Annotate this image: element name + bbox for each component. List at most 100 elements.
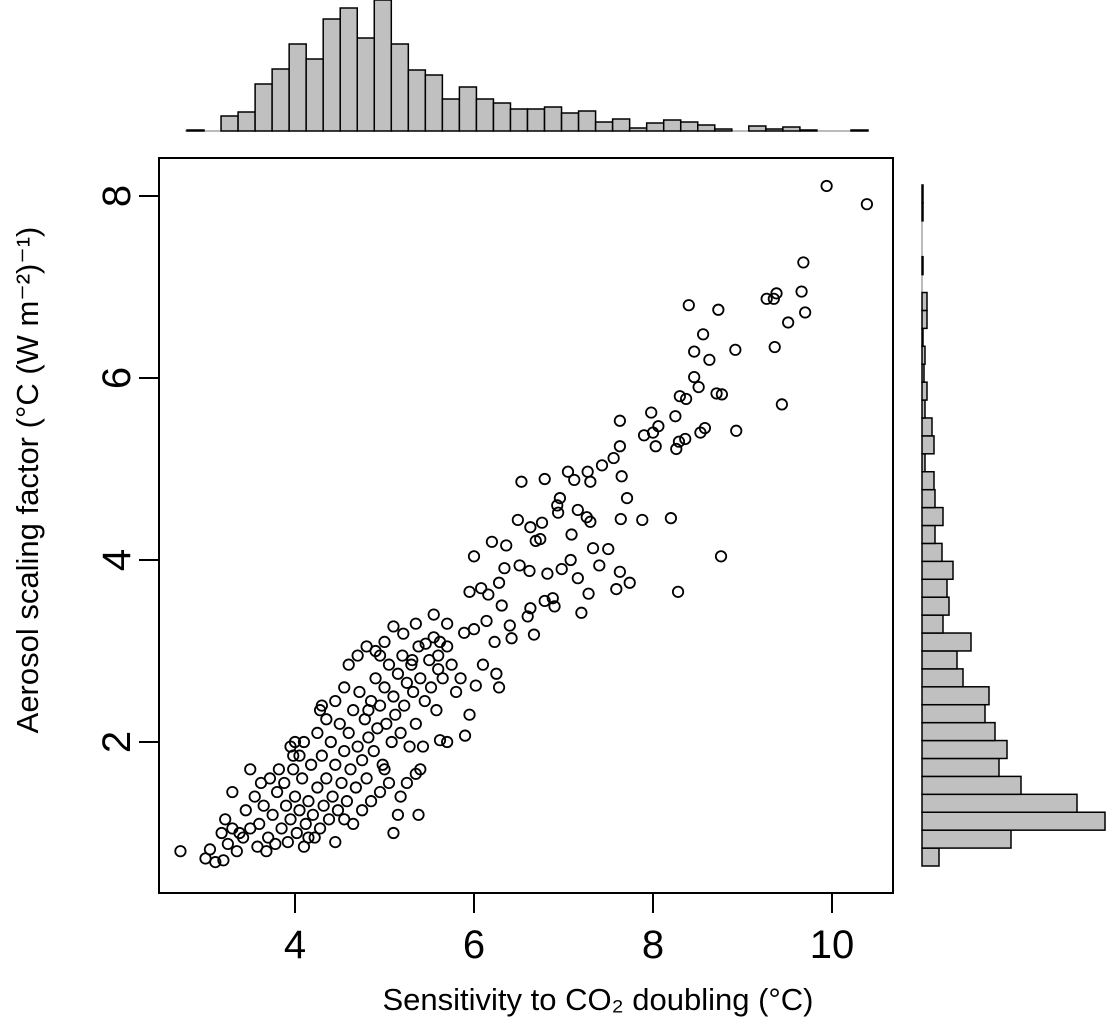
x-hist-bar bbox=[288, 43, 307, 132]
y-hist-bar bbox=[921, 560, 954, 581]
data-point bbox=[445, 658, 458, 671]
y-hist-bar bbox=[921, 614, 944, 634]
data-point bbox=[203, 843, 217, 856]
data-point bbox=[385, 735, 398, 749]
data-point bbox=[595, 459, 609, 472]
data-point bbox=[290, 826, 303, 840]
data-point bbox=[378, 635, 391, 649]
y-hist-bar bbox=[921, 255, 924, 276]
y-hist-bar bbox=[921, 578, 948, 598]
data-point bbox=[342, 658, 355, 671]
x-hist-bar bbox=[611, 118, 631, 132]
data-point bbox=[637, 429, 651, 442]
data-point bbox=[260, 845, 273, 858]
data-point bbox=[688, 370, 701, 384]
x-hist-bar bbox=[748, 125, 767, 132]
data-point bbox=[299, 817, 312, 831]
data-point bbox=[226, 785, 239, 799]
y-hist-bar bbox=[921, 703, 986, 724]
data-point bbox=[272, 763, 285, 776]
y-hist-bar bbox=[921, 435, 935, 455]
data-point bbox=[244, 763, 257, 776]
data-point bbox=[575, 606, 588, 619]
x-hist-bar bbox=[322, 18, 341, 132]
data-point bbox=[387, 620, 400, 633]
x-hist-bar bbox=[458, 86, 478, 132]
data-point bbox=[302, 795, 315, 808]
data-point bbox=[281, 835, 294, 849]
x-hist-bar bbox=[237, 111, 256, 132]
data-point bbox=[409, 767, 422, 780]
x-tick-label: 10 bbox=[810, 923, 855, 967]
data-point bbox=[400, 776, 413, 790]
data-point bbox=[239, 804, 252, 817]
data-point bbox=[409, 617, 422, 630]
data-point bbox=[347, 704, 360, 717]
data-point bbox=[209, 856, 222, 869]
x-tick-label: 4 bbox=[284, 923, 306, 967]
data-point bbox=[649, 440, 662, 453]
y-hist-bar bbox=[921, 793, 1078, 813]
x-hist-bar bbox=[390, 43, 410, 132]
data-point bbox=[324, 735, 337, 749]
data-point bbox=[715, 388, 729, 401]
data-point bbox=[279, 799, 293, 812]
data-point bbox=[406, 653, 419, 667]
y-hist-bar bbox=[921, 381, 928, 401]
data-point bbox=[382, 776, 396, 790]
data-point bbox=[463, 585, 476, 598]
data-point bbox=[488, 635, 501, 649]
data-point bbox=[405, 658, 418, 671]
data-point bbox=[288, 790, 302, 803]
data-point bbox=[760, 292, 773, 305]
x-hist-bar bbox=[186, 129, 205, 132]
data-point bbox=[338, 744, 351, 758]
data-point bbox=[387, 690, 400, 703]
data-point bbox=[236, 831, 250, 844]
data-point bbox=[548, 600, 561, 613]
data-point bbox=[320, 772, 333, 785]
data-point bbox=[795, 285, 808, 298]
y-hist-bar bbox=[921, 184, 924, 204]
data-point bbox=[297, 735, 311, 749]
data-point bbox=[463, 708, 476, 721]
x-hist-bar bbox=[799, 129, 818, 132]
x-hist-bar bbox=[697, 124, 716, 132]
data-point bbox=[412, 640, 425, 653]
x-hist-bar bbox=[765, 128, 784, 132]
data-point bbox=[221, 837, 234, 851]
data-point bbox=[645, 406, 658, 419]
data-point bbox=[602, 542, 615, 556]
y-hist-bar bbox=[921, 757, 1000, 778]
data-point bbox=[498, 562, 511, 575]
data-point bbox=[302, 831, 315, 844]
data-point bbox=[541, 567, 554, 580]
data-point bbox=[620, 492, 634, 505]
y-hist-bar bbox=[921, 309, 928, 330]
data-point bbox=[511, 513, 524, 527]
y-hist-bar bbox=[921, 668, 964, 688]
data-point bbox=[534, 532, 547, 546]
data-point bbox=[293, 749, 306, 762]
data-point bbox=[580, 511, 593, 524]
data-point bbox=[433, 734, 447, 747]
data-point bbox=[329, 694, 342, 708]
y-hist-bar bbox=[921, 453, 926, 473]
y-marginal-histogram bbox=[921, 184, 1106, 867]
x-hist-bar bbox=[662, 119, 682, 132]
y-hist-bar bbox=[921, 202, 924, 222]
data-point bbox=[682, 299, 695, 312]
data-point bbox=[610, 583, 623, 596]
data-point bbox=[797, 256, 810, 269]
y-hist-bar bbox=[921, 829, 1012, 849]
x-hist-bar bbox=[543, 106, 563, 132]
data-point bbox=[418, 694, 431, 708]
data-point bbox=[515, 475, 528, 488]
data-point bbox=[369, 644, 382, 658]
y-hist-bar bbox=[921, 632, 972, 652]
data-point bbox=[671, 585, 685, 598]
y-hist-bar bbox=[921, 327, 924, 348]
data-point bbox=[391, 808, 405, 821]
data-point bbox=[347, 817, 360, 831]
x-hist-bar bbox=[339, 7, 359, 132]
